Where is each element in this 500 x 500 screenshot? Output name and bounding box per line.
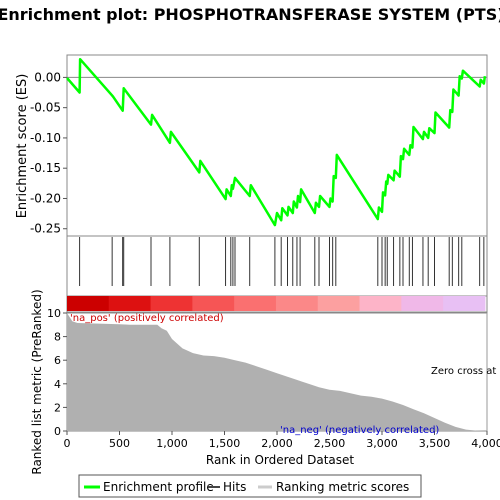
es-y-tick-label: 0.00 — [34, 70, 61, 84]
heatbar-segment — [401, 296, 444, 311]
metric-x-axis-label: Rank in Ordered Dataset — [206, 453, 354, 467]
heatbar-segment — [443, 296, 486, 311]
zero-cross-label: Zero cross at 3 — [431, 366, 500, 377]
negative-correlation-label: 'na_neg' (negatively correlated) — [280, 425, 439, 436]
metric-x-tick-label: 500 — [109, 437, 130, 450]
heatbar-segment — [275, 296, 319, 311]
heatbar-segment — [67, 296, 110, 311]
metric-x-axis: 0 500 1,000 1,500 2,000 2,500 3,000 3,500 4,000 — [64, 431, 500, 450]
heatbar-segment — [108, 296, 152, 311]
metric-y-tick-label: 10 — [47, 307, 61, 320]
hit-marks — [79, 237, 485, 286]
metric-y-tick-label: 0 — [54, 425, 61, 438]
es-y-tick-label: -0.20 — [30, 191, 61, 205]
chart-title: Enrichment plot: PHOSPHOTRANSFERASE SYST… — [0, 5, 500, 24]
ranking-heatbar — [66, 295, 488, 313]
heatbar-segment — [150, 296, 193, 311]
legend-ranking-label: Ranking metric scores — [276, 480, 409, 494]
metric-y-axis-label: Ranked list metric (PreRanked) — [30, 289, 44, 474]
es-y-tick-label: -0.05 — [30, 101, 61, 115]
ranking-metric-area — [67, 313, 487, 431]
es-plot-frame — [66, 54, 488, 237]
metric-panel: 0 2 4 6 8 10 0 500 1,000 1,500 2,000 2,500 3,000 3,5… — [30, 289, 500, 474]
metric-x-tick-label: 2,000 — [261, 437, 293, 450]
hits-panel — [66, 235, 488, 297]
metric-x-tick-label: 3,000 — [366, 437, 398, 450]
metric-y-tick-label: 8 — [54, 331, 61, 344]
heatbar-segment — [317, 296, 361, 311]
metric-y-tick-label: 2 — [54, 401, 61, 414]
es-y-tick-label: -0.10 — [30, 131, 61, 145]
heatbar-segment — [234, 296, 277, 311]
enrichment-profile-line — [66, 57, 487, 227]
legend-enrichment-label: Enrichment profile — [103, 480, 214, 494]
es-y-tick-label: -0.25 — [30, 222, 61, 236]
heatbar-segment — [359, 296, 402, 311]
hits-frame — [66, 235, 488, 297]
metric-x-tick-label: 0 — [64, 437, 71, 450]
legend: Enrichment profile Hits Ranking metric s… — [78, 474, 422, 498]
positive-correlation-label: 'na_pos' (positively correlated) — [70, 313, 224, 324]
es-y-tick-label: -0.15 — [30, 161, 61, 175]
es-y-axis: 0.00 -0.05 -0.10 -0.15 -0.20 -0.25 — [30, 70, 67, 236]
es-y-axis-label: Enrichment score (ES) — [15, 74, 30, 219]
metric-x-tick-label: 2,500 — [314, 437, 346, 450]
es-panel: 0.00 -0.05 -0.10 -0.15 -0.20 -0.25 Enrichment… — [15, 54, 488, 237]
metric-x-tick-label: 4,000 — [471, 437, 500, 450]
heatbar-segment — [192, 296, 235, 311]
metric-y-tick-label: 4 — [54, 378, 61, 391]
legend-hits-label: Hits — [223, 480, 246, 494]
metric-x-tick-label: 3,500 — [419, 437, 451, 450]
legend-box — [78, 474, 422, 498]
metric-x-tick-label: 1,500 — [209, 437, 241, 450]
metric-x-tick-label: 1,000 — [156, 437, 188, 450]
metric-y-tick-label: 6 — [54, 354, 61, 367]
metric-y-axis: 0 2 4 6 8 10 — [47, 307, 67, 438]
